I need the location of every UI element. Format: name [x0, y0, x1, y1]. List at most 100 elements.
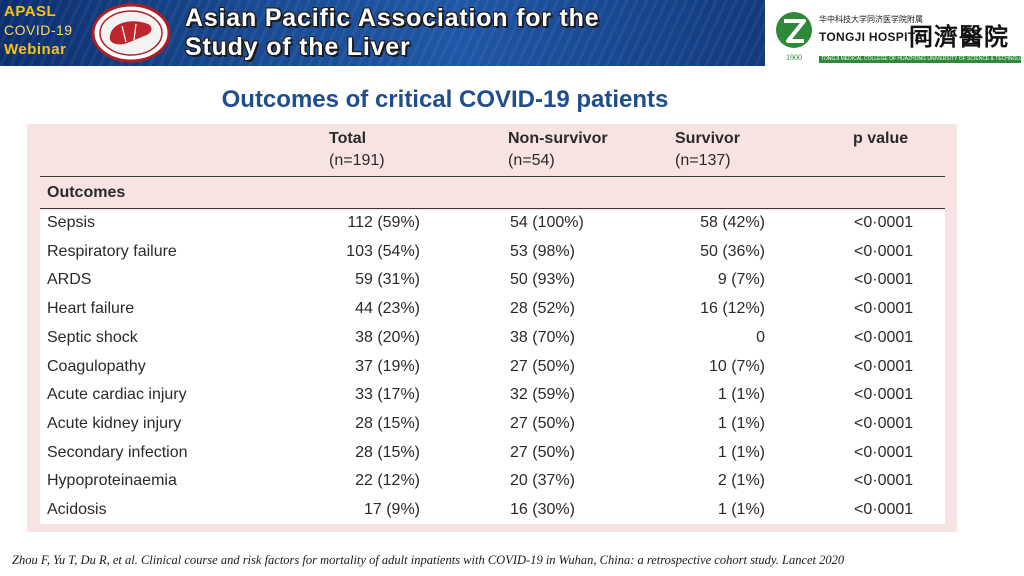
row-non-survivor-value: 27 (50%) [510, 414, 575, 432]
row-total-value: 17 (9%) [363, 501, 420, 518]
row-outcome-name: ARDS [47, 271, 92, 289]
row-non-survivor-value: 27 (50%) [510, 443, 575, 461]
apasl-emblem-icon [91, 3, 171, 63]
citation: Zhou F, Yu T, Du R, et al. Clinical cour… [12, 553, 845, 567]
row-p-value: <0·0001 [854, 501, 914, 518]
row-outcome-name: Acidosis [47, 501, 107, 518]
row-outcome-name: Hypoproteinaemia [47, 472, 177, 490]
row-outcome-name: Respiratory failure [47, 242, 177, 260]
table-row: Heart failure 44 (23%) 28 (52%) 16 (12%) <0·… [27, 295, 957, 323]
section-divider [40, 208, 945, 209]
banner-title-line-2: Study of the Liver [185, 33, 411, 61]
tongji-mark-icon: 1900 [776, 12, 812, 62]
column-header-non-survivor-n: (n=54) [508, 152, 555, 169]
row-outcome-name: Acute kidney injury [47, 414, 182, 432]
column-header-total-n: (n=191) [329, 152, 385, 169]
table-row: Acidosis 17 (9%) 16 (30%) 1 (1%) <0·0001 [27, 496, 957, 524]
row-outcome-name: Secondary infection [47, 443, 188, 461]
row-survivor-value: 1 (1%) [717, 414, 765, 432]
column-header-survivor: Survivor (n=137) [675, 128, 740, 172]
tongji-name: TONGJI HOSPITAL [819, 30, 932, 44]
row-total-value: 103 (54%) [346, 242, 420, 260]
column-header-non-survivor-title: Non-survivor [508, 130, 608, 147]
table-row: Acute cardiac injury 33 (17%) 32 (59%) 1 (1… [27, 381, 957, 409]
webinar-banner: APASL COVID-19 Webinar Asian Pacific Ass… [0, 0, 765, 66]
table-row: Respiratory failure 103 (54%) 53 (98%) 50 (… [27, 238, 957, 266]
column-header-non-survivor: Non-survivor (n=54) [508, 128, 608, 172]
outcomes-table: Total (n=191) Non-survivor (n=54) Surviv… [27, 124, 957, 532]
row-non-survivor-value: 50 (93%) [510, 271, 575, 289]
row-non-survivor-value: 28 (52%) [510, 300, 575, 318]
row-outcome-name: Acute cardiac injury [47, 386, 187, 404]
row-survivor-value: 1 (1%) [717, 386, 765, 404]
apasl-line-2: COVID-19 [4, 22, 73, 38]
row-survivor-value: 1 (1%) [717, 501, 765, 518]
row-p-value: <0·0001 [854, 214, 914, 231]
column-header-survivor-title: Survivor [675, 130, 740, 147]
row-p-value: <0·0001 [854, 414, 914, 432]
row-total-value: 33 (17%) [355, 386, 420, 404]
row-p-value: <0·0001 [854, 300, 914, 318]
apasl-line-3: Webinar [4, 41, 67, 58]
section-label-outcomes: Outcomes [47, 184, 126, 201]
row-survivor-value: 0 [756, 328, 765, 346]
row-survivor-value: 2 (1%) [717, 472, 765, 490]
tongji-chinese-name: 同濟醫院 [909, 22, 1009, 51]
row-survivor-value: 16 (12%) [700, 300, 765, 318]
row-non-survivor-value: 54 (100%) [510, 214, 584, 231]
slide-title: Outcomes of critical COVID-19 patients [221, 86, 669, 113]
row-outcome-name: Septic shock [47, 328, 138, 346]
row-total-value: 22 (12%) [355, 472, 420, 490]
row-outcome-name: Coagulopathy [47, 357, 146, 375]
banner-title: Asian Pacific Association for the Study … [185, 4, 760, 62]
apasl-line-1: APASL [4, 3, 57, 20]
column-header-p-value-title: p value [853, 130, 909, 147]
row-p-value: <0·0001 [854, 443, 914, 461]
row-outcome-name: Sepsis [47, 214, 96, 231]
row-total-value: 28 (15%) [355, 443, 420, 461]
row-p-value: <0·0001 [854, 357, 914, 375]
tongji-hospital-logo: 1900 华中科技大学同济医学院附属 TONGJI HOSPITAL 同濟醫院 … [772, 8, 1022, 68]
column-header-total-title: Total [329, 130, 367, 147]
row-p-value: <0·0001 [854, 242, 914, 260]
banner-title-line-1: Asian Pacific Association for the [185, 4, 600, 32]
table-row: Acute kidney injury 28 (15%) 27 (50%) 1 (1%… [27, 410, 957, 438]
row-total-value: 37 (19%) [355, 357, 420, 375]
column-header-total: Total (n=191) [329, 128, 385, 172]
row-survivor-value: 9 (7%) [717, 271, 765, 289]
table-row: Secondary infection 28 (15%) 27 (50%) 1 (1%… [27, 439, 957, 467]
row-survivor-value: 58 (42%) [700, 214, 765, 231]
row-p-value: <0·0001 [854, 271, 914, 289]
table-row: Sepsis 112 (59%) 54 (100%) 58 (42%) <0·0001 [27, 209, 957, 237]
row-p-value: <0·0001 [854, 386, 914, 404]
table-row: ARDS 59 (31%) 50 (93%) 9 (7%) <0·0001 [27, 266, 957, 294]
column-header-p-value: p value [853, 128, 908, 150]
row-non-survivor-value: 38 (70%) [510, 328, 575, 346]
row-p-value: <0·0001 [854, 328, 914, 346]
row-total-value: 59 (31%) [355, 271, 420, 289]
table-body-background [40, 210, 945, 524]
table-row: Hypoproteinaemia 22 (12%) 20 (37%) 2 (1%) <0… [27, 467, 957, 495]
row-non-survivor-value: 16 (30%) [510, 501, 575, 518]
row-outcome-name: Heart failure [47, 300, 135, 318]
tongji-english-subtitle: TONGJI MEDICAL COLLEGE OF HUAZHONG UNIVE… [819, 56, 1021, 63]
row-total-value: 38 (20%) [355, 328, 420, 346]
column-header-survivor-n: (n=137) [675, 152, 731, 169]
tongji-year: 1900 [786, 53, 802, 62]
row-non-survivor-value: 32 (59%) [510, 386, 575, 404]
tongji-chinese-subtitle: 华中科技大学同济医学院附属 [819, 15, 923, 24]
table-row: Coagulopathy 37 (19%) 27 (50%) 10 (7%) <0·00… [27, 353, 957, 381]
row-non-survivor-value: 27 (50%) [510, 357, 575, 375]
row-non-survivor-value: 20 (37%) [510, 472, 575, 490]
table-row: Septic shock 38 (20%) 38 (70%) 0 <0·0001 [27, 324, 957, 352]
row-survivor-value: 10 (7%) [708, 357, 765, 375]
apasl-webinar-label: APASL COVID-19 Webinar [4, 2, 96, 59]
row-p-value: <0·0001 [854, 472, 914, 490]
row-total-value: 28 (15%) [355, 414, 420, 432]
row-total-value: 112 (59%) [347, 214, 420, 231]
row-survivor-value: 50 (36%) [700, 242, 765, 260]
row-survivor-value: 1 (1%) [717, 443, 765, 461]
row-non-survivor-value: 53 (98%) [510, 242, 575, 260]
row-total-value: 44 (23%) [355, 300, 420, 318]
header-divider [40, 176, 945, 177]
